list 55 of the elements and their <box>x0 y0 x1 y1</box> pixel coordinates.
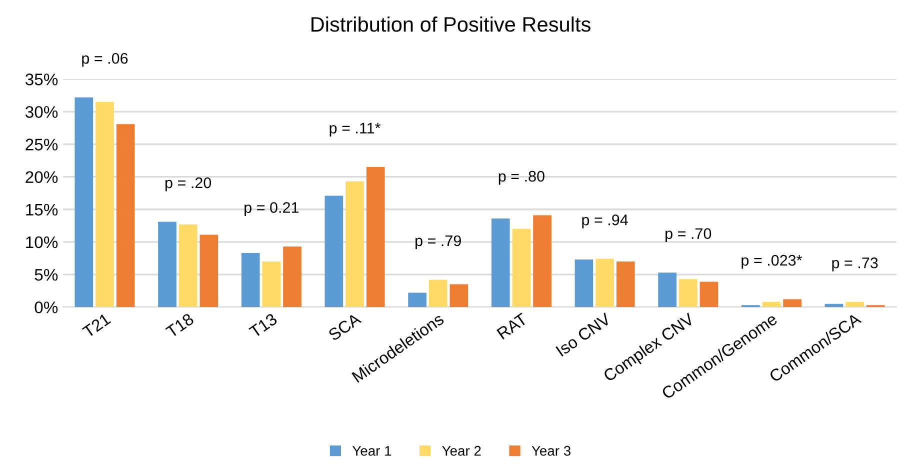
annotation: p = .79 <box>416 235 461 250</box>
bar <box>450 284 468 308</box>
bar <box>491 218 510 308</box>
annotation: p = .023* <box>742 254 802 269</box>
x-tick-label: T18 <box>165 312 195 338</box>
bar <box>74 97 94 308</box>
y-tick-label: 30% <box>25 106 58 118</box>
x-tick-label: Iso CNV <box>555 312 612 357</box>
text: p = .06 <box>82 52 128 67</box>
x-tick-label: T13 <box>248 312 278 338</box>
y-tick-label: 25% <box>26 138 58 150</box>
bar <box>158 222 176 308</box>
chart-title: Distribution of Positive Results <box>312 16 590 32</box>
bar <box>762 302 781 308</box>
annotation: p = .94 <box>582 214 628 228</box>
bar <box>408 292 426 308</box>
bar <box>658 272 676 308</box>
bar <box>512 228 531 308</box>
bar <box>783 299 802 308</box>
bar <box>700 282 718 308</box>
bar <box>616 262 635 308</box>
bar <box>283 246 302 308</box>
bar <box>346 181 364 308</box>
y-tick-label: 10% <box>26 236 58 248</box>
annotation: p = .11* <box>330 122 381 136</box>
bar <box>241 253 260 308</box>
bar <box>116 124 135 308</box>
annotation: p = .70 <box>666 228 712 242</box>
annotation: p = 0.21 <box>244 202 299 216</box>
bar <box>200 234 218 308</box>
y-tick-label: 0% <box>34 301 58 314</box>
legend-label: Year 3 <box>532 446 570 456</box>
y-tick-label: 5% <box>34 269 58 281</box>
bar <box>96 102 114 308</box>
bar <box>846 302 864 308</box>
legend-label: Year 1 <box>352 446 392 456</box>
x-tick-label: RAT <box>496 312 528 340</box>
annotation: p = .20 <box>166 177 212 192</box>
y-tick-label: 35% <box>25 74 58 86</box>
bar <box>596 258 614 308</box>
bar <box>678 279 698 308</box>
bar <box>533 215 552 308</box>
bar <box>574 260 594 308</box>
y-tick-label: 15% <box>26 204 58 216</box>
bar <box>428 280 448 308</box>
bar <box>366 167 385 308</box>
legend-label: Year 2 <box>442 446 481 456</box>
y-tick-label: 20% <box>26 171 58 184</box>
bar <box>262 262 281 308</box>
bar <box>824 304 844 308</box>
x-tick-label: T21 <box>82 312 112 338</box>
annotation: p = .80 <box>498 170 544 185</box>
bar <box>324 196 344 308</box>
annotation: p = .73 <box>832 257 878 272</box>
bar <box>178 224 198 308</box>
